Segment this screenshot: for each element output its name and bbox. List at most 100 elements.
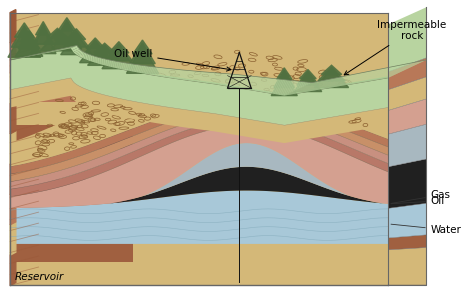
- Polygon shape: [384, 60, 423, 78]
- Polygon shape: [230, 76, 254, 87]
- Polygon shape: [10, 119, 388, 197]
- Polygon shape: [77, 52, 85, 56]
- Polygon shape: [40, 52, 45, 54]
- Polygon shape: [87, 56, 96, 60]
- Polygon shape: [172, 71, 190, 78]
- Polygon shape: [388, 159, 426, 208]
- Polygon shape: [10, 10, 16, 43]
- Polygon shape: [274, 70, 295, 88]
- Polygon shape: [10, 208, 133, 238]
- Polygon shape: [36, 53, 41, 55]
- Polygon shape: [186, 72, 205, 80]
- Polygon shape: [276, 82, 304, 94]
- Polygon shape: [318, 67, 345, 81]
- Polygon shape: [27, 56, 29, 57]
- Polygon shape: [67, 29, 86, 39]
- Polygon shape: [388, 203, 426, 238]
- Polygon shape: [377, 62, 415, 80]
- Polygon shape: [168, 70, 185, 78]
- Polygon shape: [278, 82, 306, 95]
- Polygon shape: [59, 48, 66, 50]
- Polygon shape: [190, 72, 209, 81]
- Polygon shape: [28, 55, 31, 57]
- Polygon shape: [10, 161, 16, 195]
- Polygon shape: [86, 38, 105, 48]
- Polygon shape: [350, 68, 386, 84]
- Polygon shape: [112, 63, 124, 68]
- Polygon shape: [23, 57, 26, 58]
- Polygon shape: [21, 57, 24, 58]
- Polygon shape: [219, 75, 241, 85]
- Polygon shape: [36, 21, 51, 35]
- Text: Reservoir: Reservoir: [15, 272, 64, 283]
- Polygon shape: [364, 65, 401, 82]
- Polygon shape: [356, 67, 392, 83]
- Polygon shape: [227, 76, 249, 86]
- Polygon shape: [136, 66, 149, 72]
- Polygon shape: [388, 58, 426, 90]
- Polygon shape: [10, 114, 388, 189]
- Polygon shape: [321, 65, 342, 74]
- Polygon shape: [63, 47, 70, 50]
- Polygon shape: [76, 51, 84, 55]
- Polygon shape: [282, 83, 310, 95]
- Polygon shape: [187, 72, 206, 80]
- Polygon shape: [296, 80, 326, 94]
- Polygon shape: [316, 75, 348, 90]
- Polygon shape: [283, 83, 312, 96]
- Polygon shape: [331, 72, 365, 88]
- Polygon shape: [124, 64, 137, 70]
- Polygon shape: [64, 47, 72, 49]
- Polygon shape: [55, 20, 79, 40]
- Polygon shape: [47, 51, 52, 53]
- Polygon shape: [259, 80, 285, 92]
- Polygon shape: [290, 81, 319, 95]
- Polygon shape: [72, 47, 80, 52]
- Polygon shape: [178, 71, 197, 79]
- Polygon shape: [13, 59, 14, 60]
- Polygon shape: [24, 56, 27, 57]
- Polygon shape: [204, 73, 224, 83]
- Polygon shape: [284, 82, 313, 96]
- Polygon shape: [346, 69, 382, 85]
- Polygon shape: [125, 65, 138, 70]
- Polygon shape: [93, 58, 103, 63]
- Polygon shape: [274, 82, 302, 94]
- Polygon shape: [291, 81, 320, 94]
- Polygon shape: [387, 60, 426, 78]
- Polygon shape: [286, 82, 315, 95]
- Polygon shape: [99, 60, 109, 64]
- Polygon shape: [322, 74, 355, 89]
- Polygon shape: [89, 57, 98, 61]
- Polygon shape: [220, 75, 242, 85]
- Polygon shape: [373, 63, 411, 80]
- Polygon shape: [159, 69, 176, 76]
- Polygon shape: [305, 78, 336, 92]
- Polygon shape: [374, 63, 412, 80]
- Polygon shape: [170, 70, 187, 78]
- Polygon shape: [246, 78, 272, 89]
- Polygon shape: [192, 72, 212, 81]
- Polygon shape: [234, 77, 258, 87]
- Polygon shape: [106, 61, 117, 66]
- Polygon shape: [58, 18, 76, 31]
- Polygon shape: [362, 66, 398, 82]
- Polygon shape: [102, 60, 113, 65]
- Polygon shape: [210, 74, 231, 83]
- Polygon shape: [337, 71, 370, 87]
- Polygon shape: [10, 179, 133, 208]
- Polygon shape: [133, 66, 146, 72]
- Polygon shape: [94, 43, 115, 52]
- Polygon shape: [325, 74, 358, 89]
- Polygon shape: [140, 67, 155, 73]
- Polygon shape: [55, 49, 60, 52]
- Polygon shape: [386, 60, 425, 78]
- Polygon shape: [369, 64, 407, 81]
- Polygon shape: [202, 73, 223, 83]
- Polygon shape: [307, 77, 338, 92]
- Polygon shape: [334, 72, 368, 87]
- Polygon shape: [248, 78, 273, 90]
- Polygon shape: [272, 81, 300, 94]
- Polygon shape: [10, 125, 133, 149]
- Polygon shape: [360, 66, 397, 83]
